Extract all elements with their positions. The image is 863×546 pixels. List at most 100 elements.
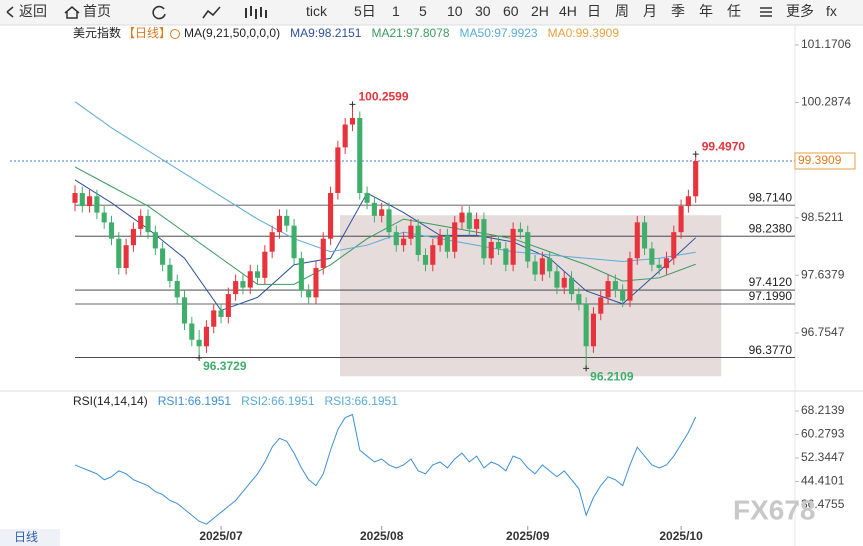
candle-body [598,297,604,314]
candle-body [671,232,677,259]
candle-body [298,258,304,291]
candle-body [174,281,180,298]
candle-body [364,193,370,203]
back-icon [6,6,14,18]
legend-params: MA(9,21,50,0,0,0) [184,26,280,40]
candle-body [247,271,253,288]
y-tick-label: 36.4755 [801,497,845,511]
candle-body [379,209,385,216]
candle-body [349,118,356,125]
toolbar-item[interactable]: 2H [531,3,549,19]
candle-body [393,232,399,246]
last-price-label: 99.3909 [798,153,842,167]
candle-body [189,323,195,340]
y-tick-label: 96.7547 [801,325,845,339]
x-tick-label: 2025/07 [199,529,243,543]
extreme-marker [692,151,699,158]
level-label: 98.7140 [749,190,793,204]
toolbar-item[interactable]: 10 [447,3,463,19]
candle-body [291,225,297,259]
toolbar-item[interactable]: 季 [671,3,685,19]
candle-body [444,235,450,252]
candle-body [510,228,516,265]
candle-body [620,290,626,301]
candle-body [612,281,618,291]
candle-body [408,225,414,239]
candle-body [525,232,531,262]
toolbar-item[interactable]: 首页 [83,3,111,19]
candle-body [357,118,363,194]
toolbar-item[interactable]: 更多 [786,3,814,19]
toolbar-item[interactable]: 4H [559,3,577,19]
candle-body [145,215,151,233]
y-tick-label: 60.2793 [801,427,845,441]
candle-body [693,161,699,197]
x-tick-label: 2025/08 [360,529,404,543]
candle-body [218,310,224,317]
toolbar-item[interactable]: 返回 [19,3,47,19]
settings-icon[interactable] [170,29,181,39]
legend-entry: RSI1:66.1951 [158,394,232,408]
candle-body [561,277,567,288]
y-tick-label: 100.2874 [801,95,851,109]
x-tick-label: 2025/09 [506,529,550,543]
candle-body [547,258,553,272]
candle-body [415,225,421,255]
candle-body [101,212,107,223]
candle-body [196,339,202,347]
y-tick-label: 68.2139 [801,403,845,417]
period-tab[interactable]: 日线 [14,530,38,544]
high-label: 99.4970 [702,139,746,153]
candle-body [649,248,655,265]
candle-body [87,196,93,207]
candle-body [605,281,611,298]
candle-body [123,245,129,269]
candle-body [583,303,589,347]
legend-entry: MA9:98.2151 [290,26,362,40]
toolbar-item[interactable]: fx [826,3,837,19]
candle-body [203,326,209,347]
candle-body [79,193,85,207]
refresh-icon[interactable] [152,5,166,20]
candle-body [386,209,392,233]
toolbar-item[interactable]: 任 [727,3,741,19]
ma-line [74,166,696,285]
candle-body [678,206,684,233]
ma-line [74,101,696,263]
toolbar-item[interactable]: 日 [587,3,601,19]
level-label: 98.2380 [749,221,793,235]
y-tick-label: 101.1706 [801,37,851,51]
toolbar-item[interactable]: 5日 [354,3,376,19]
toolbar-item[interactable]: 年 [699,3,713,19]
low-label: 96.3729 [203,359,247,373]
legend-entry: MA0:99.3909 [548,26,620,40]
candle-body [130,228,136,246]
legend-entry: RSI2:66.1951 [241,394,315,408]
candle-body [422,254,429,265]
candle-body [503,248,509,265]
toolbar-item[interactable]: 30 [475,3,491,19]
candle-body [532,261,538,275]
period-tab-bg[interactable] [0,529,60,546]
candle-body [160,248,166,265]
candle-type-icon[interactable] [245,6,267,19]
candle-body [313,268,319,298]
candle-body [262,251,268,278]
line-type-icon[interactable] [202,6,221,19]
toolbar-item[interactable]: 5 [419,3,427,19]
toolbar-item[interactable]: 1 [392,3,400,19]
candle-body [254,271,261,278]
candle-body [320,238,326,269]
candle-body [181,297,188,324]
candle-body [108,222,115,239]
toolbar-item[interactable]: tick [306,3,328,19]
toolbar-item[interactable]: 周 [615,3,629,19]
toolbar-item[interactable]: 60 [503,3,519,19]
x-tick-label: 2025/10 [659,529,703,543]
toolbar-item[interactable]: 月 [643,3,657,19]
extreme-marker [583,365,590,372]
candle-body [371,202,377,216]
candle-body [474,219,480,229]
candle-body [233,281,239,295]
